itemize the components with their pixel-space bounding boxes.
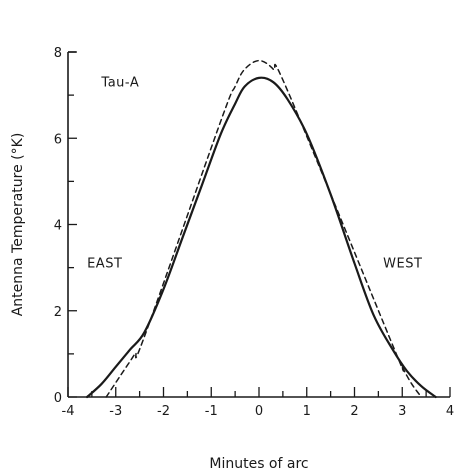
- x-axis-title: Minutes of arc: [209, 456, 308, 472]
- ticks: [67, 51, 451, 398]
- x-tick-label: 3: [398, 404, 406, 419]
- y-tick-label: 2: [54, 305, 62, 320]
- source-label: Tau-A: [100, 76, 139, 91]
- y-tick-label: 4: [54, 219, 62, 234]
- x-tick-label: 2: [350, 404, 358, 419]
- y-tick-label: 0: [54, 391, 62, 406]
- x-tick-label: 0: [255, 404, 263, 419]
- x-tick-label: 1: [303, 404, 311, 419]
- curves: [86, 59, 437, 399]
- y-tick-label: 6: [54, 132, 62, 147]
- x-tick-label: 4: [446, 404, 454, 419]
- y-axis-title: Antenna Temperature (°K): [10, 133, 26, 317]
- y-tick-label: 8: [54, 46, 62, 61]
- x-tick-label: -4: [62, 404, 75, 419]
- east-label: EAST: [87, 257, 122, 272]
- solid-curve: [86, 76, 437, 399]
- labels: -4 -3 -2 -1 0 1 2 3 4 0 2 4 6 8 Minutes of arc Antenna …: [10, 46, 454, 472]
- x-tick-label: -2: [157, 404, 170, 419]
- west-label: WEST: [383, 257, 422, 272]
- x-tick-label: -1: [205, 404, 218, 419]
- dashed-curve: [105, 59, 423, 398]
- x-tick-label: -3: [109, 404, 122, 419]
